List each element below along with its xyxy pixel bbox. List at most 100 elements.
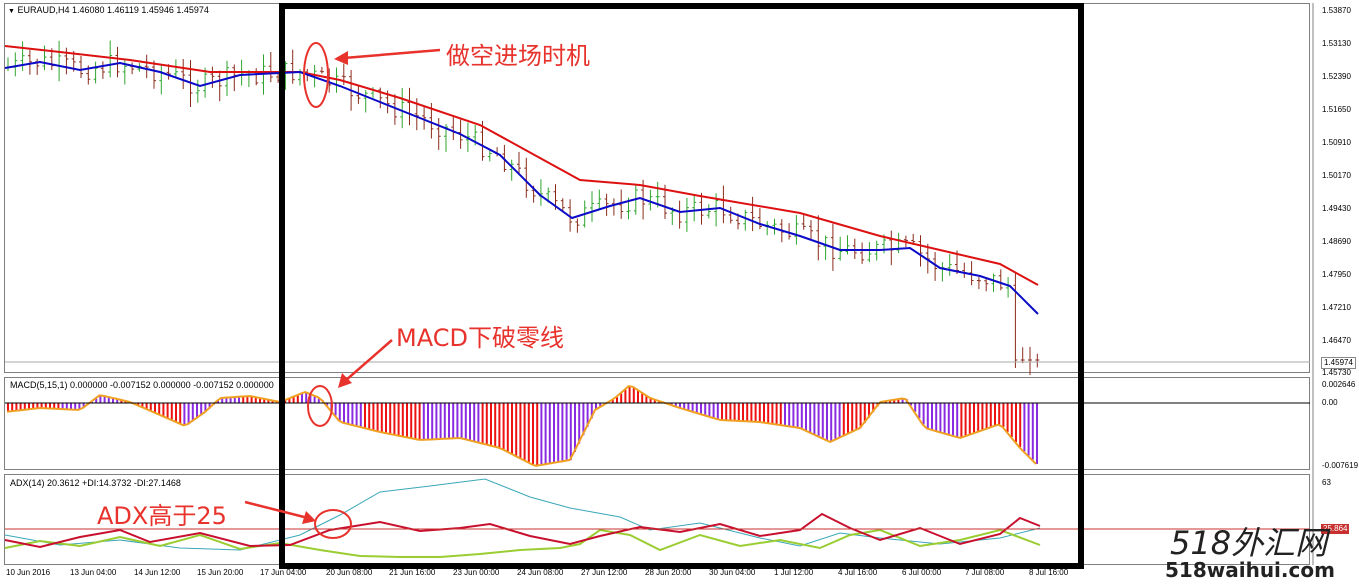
macd-bar <box>7 403 9 412</box>
macd-bar <box>649 397 652 403</box>
macd-bar <box>687 403 690 411</box>
fast-ma-line <box>4 60 1039 315</box>
macd-bar <box>296 395 299 403</box>
macd-bar <box>855 403 858 431</box>
adx-level-badge: 25.864 <box>1321 524 1350 534</box>
macd-bar <box>721 403 723 421</box>
macd-bar <box>553 403 555 463</box>
macd-bar <box>191 403 194 422</box>
macd-bar <box>397 403 400 436</box>
macd-bar <box>674 403 677 407</box>
price-label: 1.47210 <box>1322 303 1351 312</box>
macd-bar <box>670 403 673 405</box>
macd-bar <box>872 403 875 413</box>
macd-bar <box>800 403 803 429</box>
adx-axis-label: 63 <box>1322 478 1331 487</box>
macd-bar <box>393 403 396 435</box>
macd-bar <box>368 403 371 430</box>
macd-bar <box>729 403 732 421</box>
macd-bar <box>973 403 975 434</box>
macd-axis-label: -0.007619 <box>1322 461 1359 470</box>
macd-bar <box>935 403 938 431</box>
macd-bar <box>523 403 526 461</box>
macd-bar <box>385 403 387 433</box>
macd-bar <box>49 403 51 409</box>
macd-bar <box>326 403 329 406</box>
macd-bar <box>418 403 421 440</box>
macd-bar <box>792 403 795 427</box>
macd-bar <box>1019 403 1022 448</box>
macd-bar <box>998 403 1001 425</box>
macd-bar <box>994 403 996 427</box>
macd-bar <box>611 399 614 403</box>
macd-bar <box>502 403 505 450</box>
price-label: 1.48690 <box>1322 237 1351 246</box>
adx-above-annotation: ADX高于25 <box>97 502 227 530</box>
macd-bar <box>763 403 765 423</box>
macd-bar <box>267 399 270 403</box>
macd-bar <box>842 403 845 437</box>
macd-bar <box>120 399 123 403</box>
macd-arrow-head <box>338 373 352 388</box>
macd-bar <box>187 403 190 425</box>
macd-bar <box>410 403 413 439</box>
time-label: 8 Jul 16:00 <box>1029 568 1069 577</box>
macd-bar <box>494 403 497 447</box>
macd-bar <box>809 403 812 433</box>
macd-bar <box>851 403 854 433</box>
macd-bar <box>250 396 253 403</box>
macd-histogram <box>6 385 1038 467</box>
macd-bar <box>506 403 509 452</box>
macd-bar <box>616 397 618 403</box>
macd-bar <box>1023 403 1026 452</box>
time-label: 30 Jun 04:00 <box>709 568 756 577</box>
macd-bar <box>754 403 757 422</box>
macd-bar <box>578 403 581 444</box>
macd-bar <box>868 403 870 418</box>
macd-bar <box>746 403 749 422</box>
time-label: 24 Jun 08:00 <box>517 568 564 577</box>
macd-bar <box>338 403 341 421</box>
macd-bar <box>595 403 597 410</box>
price-label: 1.50910 <box>1322 138 1351 147</box>
macd-bar <box>301 393 303 403</box>
macd-bar <box>771 403 774 424</box>
symbol-header-text: EURAUD,H4 1.46080 1.46119 1.45946 1.4597… <box>17 5 209 15</box>
plus-di-line <box>4 528 1041 558</box>
macd-bar <box>897 399 900 403</box>
macd-bar <box>817 403 820 437</box>
macd-bar <box>590 403 593 419</box>
macd-bar <box>914 403 917 412</box>
macd-bar <box>347 403 350 424</box>
macd-bar <box>620 393 623 403</box>
macd-bar <box>238 396 240 403</box>
macd-bar <box>490 403 492 446</box>
macd-bar <box>532 403 534 465</box>
symbol-header: ▼ EURAUD,H4 1.46080 1.46119 1.45946 1.45… <box>8 5 209 15</box>
macd-bar <box>242 396 245 403</box>
macd-bar <box>246 396 249 403</box>
macd-panel <box>4 377 1310 470</box>
macd-bar <box>981 403 984 431</box>
entry-arrow-head <box>334 51 348 65</box>
price-label: 1.53130 <box>1322 39 1351 48</box>
macd-bar <box>61 403 64 410</box>
macd-bar <box>456 403 459 439</box>
macd-bar <box>960 403 963 438</box>
macd-bar <box>863 403 866 424</box>
price-label: 1.46470 <box>1322 336 1351 345</box>
macd-bar <box>796 403 799 428</box>
macd-bar <box>847 403 849 435</box>
macd-bar <box>889 400 891 403</box>
macd-bar <box>884 401 887 403</box>
triangle-down-icon[interactable]: ▼ <box>8 8 15 15</box>
macd-bar <box>435 403 438 440</box>
macd-bar <box>145 403 148 409</box>
macd-bar <box>1002 403 1005 427</box>
adx-arrow <box>244 500 309 520</box>
macd-bar <box>624 389 627 403</box>
time-label: 20 Jun 08:00 <box>326 568 373 577</box>
macd-bar <box>683 403 686 409</box>
macd-bar <box>422 403 425 440</box>
